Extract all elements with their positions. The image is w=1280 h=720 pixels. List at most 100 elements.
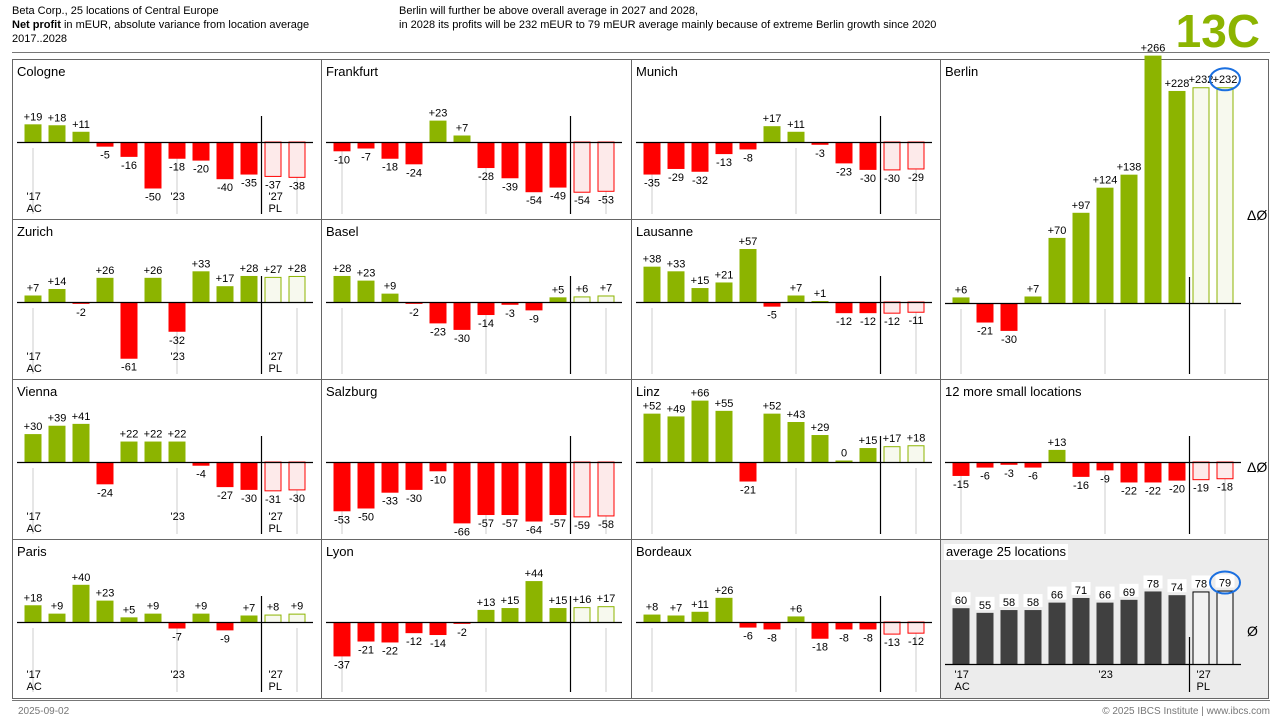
data-label: -8 xyxy=(839,632,849,644)
data-label: +232 xyxy=(1189,74,1214,86)
bar-2028 xyxy=(597,141,615,192)
data-label: +7 xyxy=(600,282,613,294)
data-label: +266 xyxy=(1141,43,1166,55)
data-label: +13 xyxy=(1048,437,1067,449)
data-label: -13 xyxy=(716,157,732,169)
data-label: -16 xyxy=(121,160,137,172)
bar-2023 xyxy=(787,422,805,462)
data-label: -58 xyxy=(598,519,614,531)
bar-2025 xyxy=(525,302,543,311)
tick-label: '27 xyxy=(269,191,283,203)
bar-2022 xyxy=(763,302,781,307)
bar-chart: -53 -50 -33 -30 -10 -66 -57 -57 -64 -57 -59 -58 xyxy=(326,436,622,538)
bar-2017 xyxy=(24,295,42,302)
data-label: -6 xyxy=(743,631,753,643)
bar-2021 xyxy=(120,142,138,157)
data-label: -12 xyxy=(884,316,900,328)
data-label: -53 xyxy=(334,514,350,526)
highlight-circle xyxy=(1209,570,1241,595)
bar-2020 xyxy=(1024,610,1042,664)
bar-2023 xyxy=(168,441,186,462)
data-label: +52 xyxy=(763,401,782,413)
bar-2027 xyxy=(883,621,901,635)
bar-2022 xyxy=(144,142,162,189)
panel-title: Frankfurt xyxy=(326,64,379,79)
bar-2019 xyxy=(381,622,399,643)
data-label: +33 xyxy=(667,258,686,270)
data-label: -32 xyxy=(169,335,185,347)
bar-2021 xyxy=(120,302,138,359)
bar-chart: +38 +33 +15 +21 +57 -5 +7 +1 -12 -12 -12 -11 xyxy=(636,236,932,374)
data-label: +44 xyxy=(525,568,544,580)
bar-2027 xyxy=(1192,461,1210,481)
bar-2027 xyxy=(573,607,591,624)
data-label: -2 xyxy=(457,627,467,639)
bar-chart: +52 +49 +66 +55 -21 +52 +43 +29 0 +15 +17 +18 xyxy=(636,388,932,534)
data-label: -18 xyxy=(1217,482,1233,494)
data-label: +18 xyxy=(24,592,43,604)
panel-title: Munich xyxy=(636,64,678,79)
data-label: +5 xyxy=(552,284,565,296)
data-label: +6 xyxy=(790,603,803,615)
bar-2026 xyxy=(549,462,567,516)
panel-title: Zurich xyxy=(17,224,54,239)
data-label: -31 xyxy=(265,494,281,506)
bar-2018 xyxy=(357,280,375,302)
bar-chart: +8 +7 +11 +26 -6 -8 +6 -18 -8 -8 -13 -12 xyxy=(636,585,932,692)
bar-2023 xyxy=(1096,187,1114,303)
bar-2025 xyxy=(216,142,234,180)
bar-2019 xyxy=(691,400,709,462)
bar-2026 xyxy=(859,302,877,314)
bar-2017 xyxy=(952,297,970,303)
data-label: -38 xyxy=(289,180,305,192)
bar-2025 xyxy=(835,622,853,630)
data-label: -53 xyxy=(598,194,614,206)
bar-2020 xyxy=(405,142,423,165)
bar-2017 xyxy=(24,124,42,142)
panel-title: Linz xyxy=(636,384,660,399)
panel-title: Basel xyxy=(326,224,359,239)
data-label: +7 xyxy=(1027,283,1040,295)
bar-2020 xyxy=(96,277,114,302)
bar-2027 xyxy=(1192,591,1210,665)
data-label: -27 xyxy=(217,490,233,502)
bar-2026 xyxy=(549,142,567,188)
bar-2017 xyxy=(643,614,661,622)
bar-2027 xyxy=(573,296,591,303)
data-label: +30 xyxy=(24,421,43,433)
bar-2026 xyxy=(1168,462,1186,481)
bar-chart: +19 +18 +11 -5 -16 -50 -18 -20 -40 -35 -37 -38 '17AC… xyxy=(17,111,313,215)
data-label: +17 xyxy=(216,273,235,285)
bar-chart: -10 -7 -18 -24 +23 +7 -28 -39 -54 -49 -54 -53 xyxy=(326,108,622,214)
data-label: -8 xyxy=(743,152,753,164)
bar-2028 xyxy=(288,461,306,491)
data-label: +6 xyxy=(955,284,968,296)
bar-2023 xyxy=(477,142,495,169)
data-label: -30 xyxy=(454,333,470,345)
data-label: +97 xyxy=(1072,200,1091,212)
data-label: +9 xyxy=(195,601,208,613)
bar-2021 xyxy=(429,462,447,472)
bar-2021 xyxy=(739,142,757,150)
data-label: +27 xyxy=(264,264,283,276)
data-label: -28 xyxy=(478,171,494,183)
bar-2019 xyxy=(1000,462,1018,465)
data-label: +5 xyxy=(123,604,136,616)
data-label: -22 xyxy=(1145,485,1161,497)
label-background xyxy=(1143,575,1163,589)
data-label: -30 xyxy=(289,493,305,505)
bar-2024 xyxy=(192,142,210,161)
label-background xyxy=(1095,586,1115,600)
data-label: +17 xyxy=(883,433,902,445)
message-line-1: Berlin will further be above overall ave… xyxy=(399,5,699,17)
bar-2022 xyxy=(453,462,471,524)
data-label: +22 xyxy=(144,429,163,441)
data-label: +28 xyxy=(240,263,259,275)
data-label: +26 xyxy=(96,265,115,277)
label-background xyxy=(1191,575,1211,589)
bar-2018 xyxy=(667,615,685,622)
tick-label: '23 xyxy=(171,669,185,681)
bar-2020 xyxy=(96,600,114,622)
bar-2024 xyxy=(811,142,829,145)
data-label: +23 xyxy=(357,268,376,280)
